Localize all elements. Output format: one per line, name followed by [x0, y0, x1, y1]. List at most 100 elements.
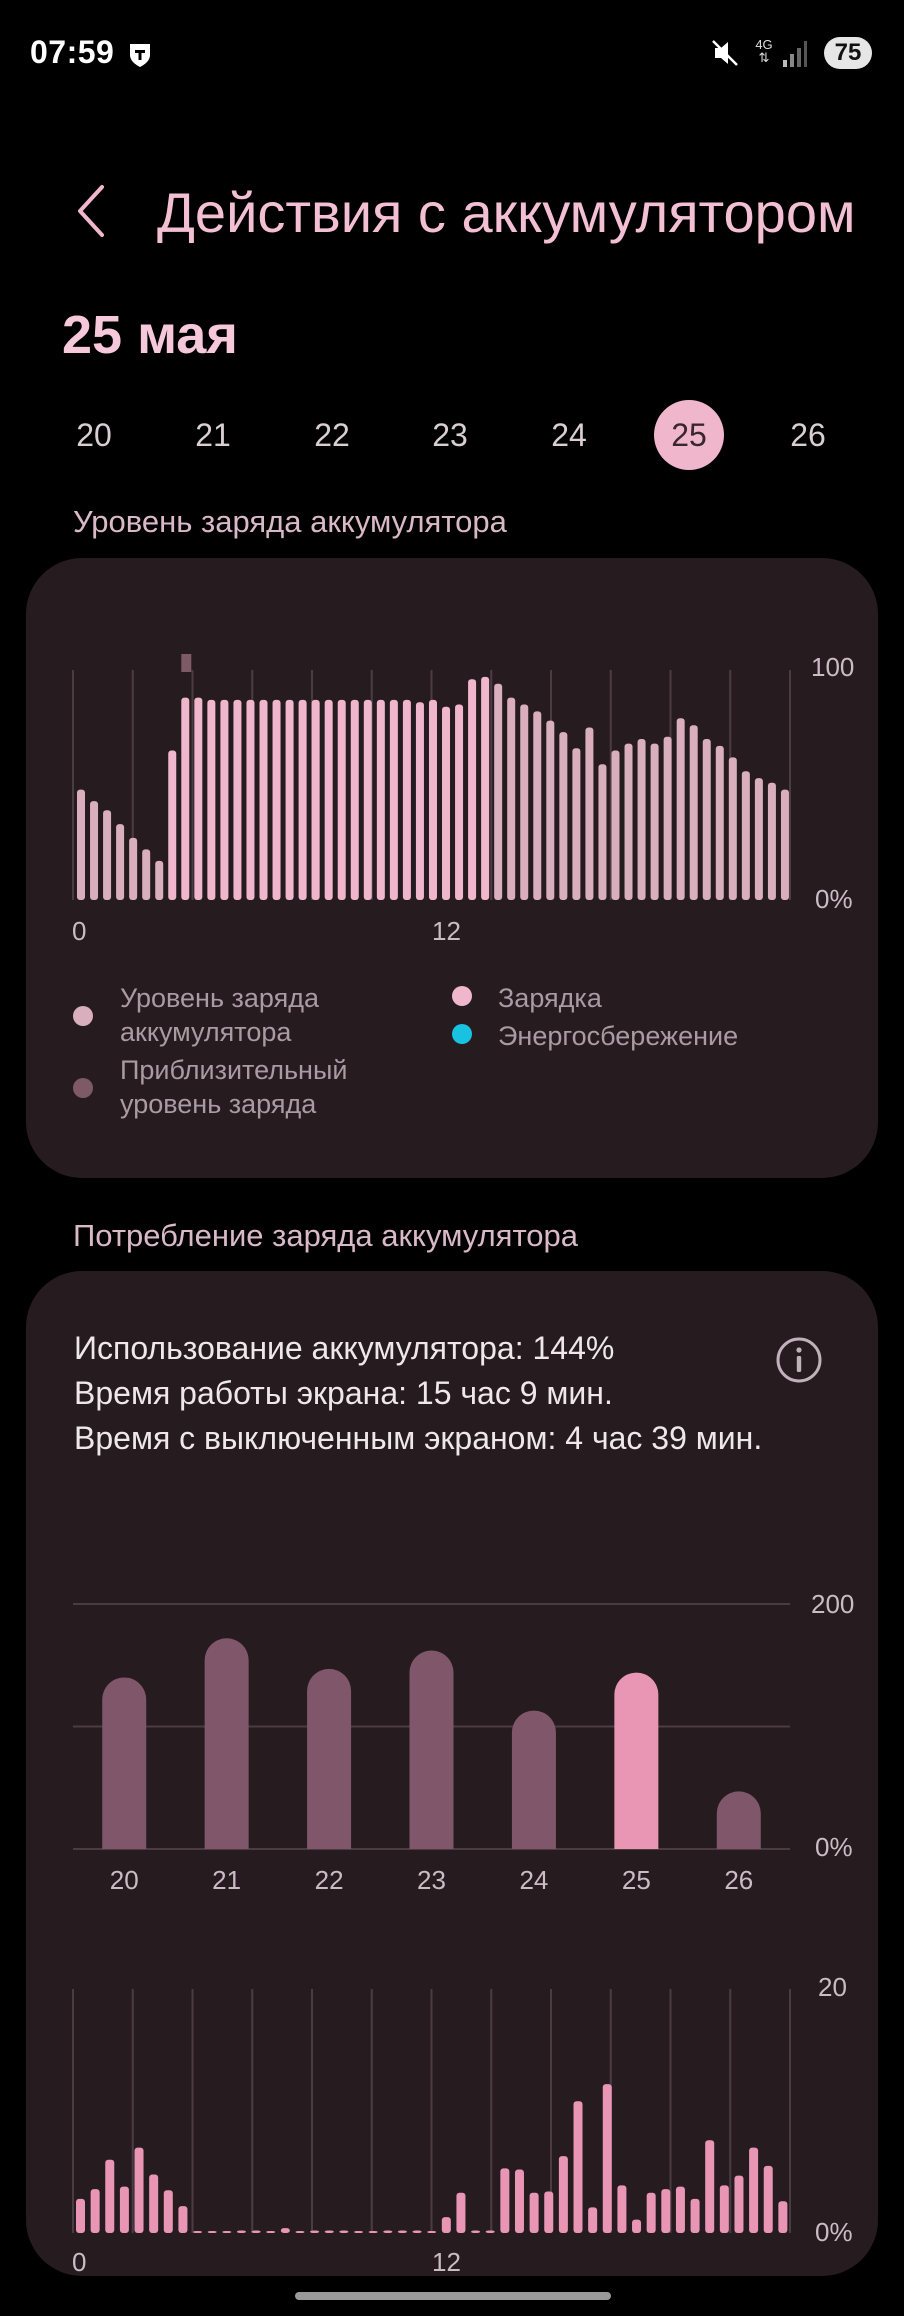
level-bar — [468, 679, 477, 900]
level-bar — [428, 699, 437, 900]
daily-x-label: 22 — [315, 1865, 344, 1895]
hourly-bar — [178, 2206, 188, 2233]
hourly-bar — [602, 2084, 612, 2233]
usage-total: Использование аккумулятора: 144% — [74, 1330, 615, 1366]
daily-y-tick-200: 200 — [811, 1589, 854, 1619]
level-bar — [142, 849, 151, 900]
status-time: 07:59 — [30, 34, 115, 70]
hourly-bar — [763, 2165, 773, 2233]
hourly-bar — [105, 2159, 115, 2233]
level-bar — [116, 824, 125, 900]
selected-date: 25 мая — [62, 305, 238, 365]
level-bar — [259, 699, 268, 900]
hourly-bar — [397, 2230, 407, 2233]
level-bar — [715, 745, 724, 900]
daily-x-label: 21 — [212, 1865, 241, 1895]
hourly-bar — [266, 2231, 276, 2233]
home-indicator[interactable] — [295, 2292, 611, 2300]
level-bar — [728, 757, 737, 900]
level-bar — [442, 706, 451, 900]
hourly-bar — [500, 2168, 510, 2233]
level-bar — [272, 699, 281, 900]
hourly-bar — [324, 2230, 334, 2233]
legend-power-saving: Энергосбережение — [498, 1021, 739, 1051]
hourly-bar — [529, 2192, 539, 2233]
hourly-bar — [646, 2192, 656, 2233]
usage-section-title: Потребление заряда аккумулятора — [73, 1218, 579, 1253]
hourly-bar — [251, 2230, 261, 2233]
level-bar — [598, 764, 607, 900]
hourly-bar — [134, 2147, 144, 2233]
day-22[interactable]: 22 — [314, 417, 350, 453]
hourly-bar — [76, 2198, 85, 2233]
level-bar — [376, 699, 385, 900]
level-bar — [194, 697, 203, 900]
level-section-title: Уровень заряда аккумулятора — [73, 504, 507, 539]
daily-y-tick-0: 0% — [815, 1832, 853, 1862]
level-bar — [494, 683, 503, 900]
network-type: 4G — [755, 37, 773, 52]
hourly-bar — [734, 2175, 744, 2233]
level-bar — [533, 711, 542, 900]
day-23[interactable]: 23 — [432, 417, 468, 453]
hourly-bar — [441, 2217, 451, 2233]
day-21[interactable]: 21 — [195, 417, 231, 453]
hourly-bar — [222, 2231, 232, 2233]
legend-dot-estimated — [73, 1078, 93, 1098]
day-20[interactable]: 20 — [76, 417, 112, 453]
daily-x-label: 24 — [519, 1865, 548, 1895]
hourly-bar — [163, 2190, 173, 2233]
hourly-bar — [485, 2230, 495, 2233]
level-bar — [298, 699, 307, 900]
legend-dot-power-saving — [452, 1024, 472, 1044]
legend-dot-charging — [452, 986, 472, 1006]
daily-x-label: 23 — [417, 1865, 446, 1895]
level-bar — [611, 750, 620, 900]
level-bar — [389, 699, 398, 900]
level-bar — [624, 743, 633, 900]
hourly-bar — [471, 2230, 481, 2233]
daily-bar[interactable] — [102, 1677, 147, 1850]
level-bar — [168, 750, 177, 900]
info-icon[interactable] — [775, 1336, 823, 1384]
screen-on-time: Время работы экрана: 15 час 9 мин. — [74, 1375, 613, 1411]
hourly-bar — [90, 2189, 100, 2233]
daily-x-label: 20 — [110, 1865, 139, 1895]
hourly-bar — [280, 2228, 290, 2233]
level-bar — [90, 801, 99, 900]
level-bar — [402, 699, 411, 900]
level-bar — [663, 736, 672, 900]
hourly-bar — [149, 2174, 159, 2233]
level-bar — [702, 739, 711, 900]
level-chart: 100 0% 0 12 — [72, 652, 854, 946]
daily-bar[interactable] — [409, 1650, 454, 1849]
level-bar — [689, 725, 698, 900]
hourly-bar — [705, 2140, 715, 2233]
hourly-bar — [719, 2185, 729, 2233]
daily-bar[interactable] — [204, 1638, 249, 1849]
hourly-bar — [690, 2198, 700, 2233]
y-tick-100: 100 — [811, 652, 854, 682]
daily-bar[interactable] — [614, 1672, 659, 1849]
y-tick-0: 0% — [815, 884, 853, 914]
daily-bar[interactable] — [307, 1668, 352, 1849]
day-25-selected[interactable]: 25 — [654, 400, 724, 470]
level-bar — [585, 727, 594, 900]
level-bar — [650, 743, 659, 900]
hourly-x-tick-12: 12 — [432, 2247, 461, 2276]
level-bar — [181, 697, 190, 900]
level-bar — [507, 697, 516, 900]
hourly-bar — [354, 2231, 364, 2233]
level-bar — [741, 771, 750, 900]
day-24[interactable]: 24 — [551, 417, 587, 453]
hourly-bar — [573, 2101, 583, 2233]
legend-level: Уровень заряда аккумулятора — [120, 983, 320, 1047]
daily-bar[interactable] — [716, 1791, 761, 1849]
daily-bar[interactable] — [511, 1710, 556, 1849]
hourly-bar — [193, 2231, 203, 2233]
daily-x-label: 25 — [622, 1865, 651, 1895]
back-arrow-icon[interactable] — [76, 183, 106, 239]
level-bar — [350, 699, 359, 900]
day-26[interactable]: 26 — [790, 417, 826, 453]
network-indicator: 4G ⇅ — [755, 37, 773, 65]
